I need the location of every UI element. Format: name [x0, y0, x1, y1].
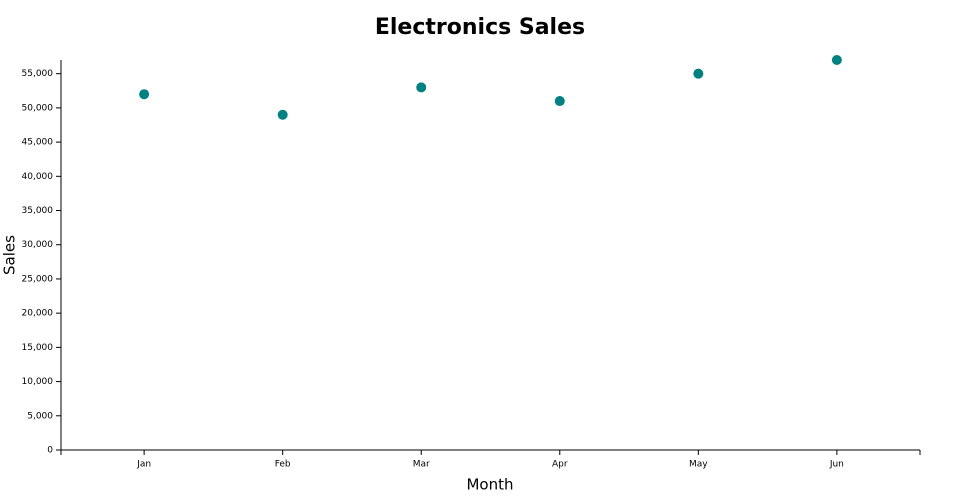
x-tick-label: Jun [829, 460, 844, 470]
x-tick-label: Feb [275, 460, 291, 470]
point [693, 68, 704, 79]
y-tick-label: 50,000 [22, 103, 54, 113]
x-tick-label: May [689, 460, 708, 470]
y-tick-label: 55,000 [22, 69, 54, 79]
y-tick-label: 25,000 [22, 274, 54, 284]
x-axis-label: Month [466, 476, 513, 494]
y-tick-label: 10,000 [22, 377, 54, 387]
point [831, 55, 842, 65]
point [139, 89, 150, 100]
x-tick-label: Jan [136, 460, 151, 470]
point [416, 82, 427, 93]
y-tick-label: 20,000 [22, 309, 54, 319]
x-tick-label: Mar [413, 460, 430, 470]
y-tick-label: 40,000 [22, 172, 54, 182]
y-tick-label: 45,000 [22, 138, 54, 148]
y-axis-label: Sales [1, 235, 19, 275]
y-tick-label: 35,000 [22, 206, 54, 216]
chart-title: Electronics Sales [375, 15, 585, 40]
y-tick-label: 0 [47, 446, 53, 456]
x-tick-label: Apr [552, 460, 568, 470]
y-tick-label: 15,000 [22, 343, 54, 353]
point [554, 96, 565, 107]
y-tick-label: 5,000 [27, 411, 53, 421]
y-tick-label: 30,000 [22, 240, 54, 250]
point [277, 109, 288, 120]
